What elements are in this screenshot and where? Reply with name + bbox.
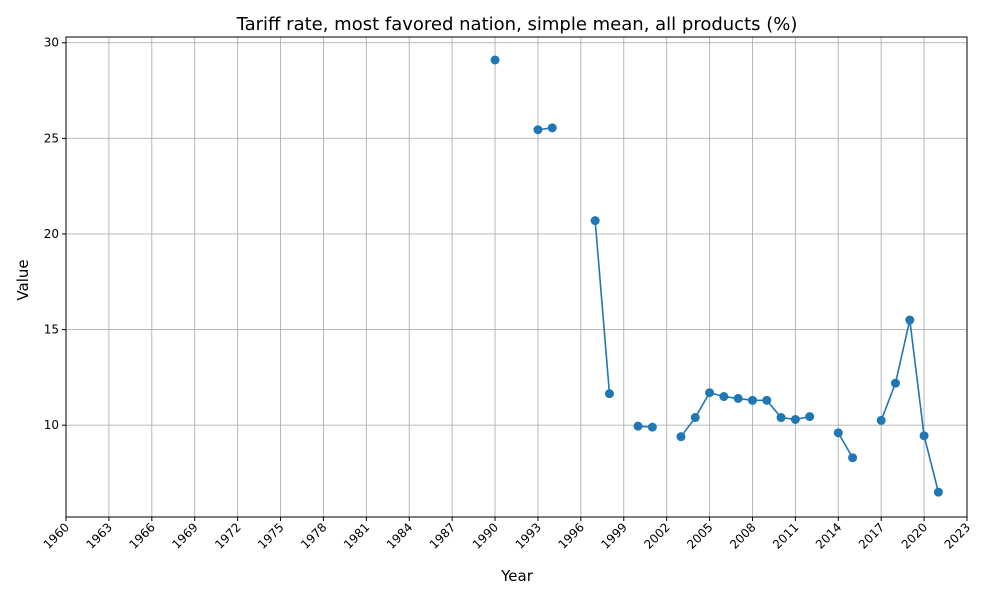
- x-tick-label: 1975: [255, 520, 286, 551]
- series-line-segment: [923, 435, 940, 493]
- series-line-segment: [880, 382, 897, 421]
- series-line-segment: [894, 319, 911, 384]
- data-point: [919, 431, 929, 441]
- data-point: [833, 428, 843, 438]
- x-tick-label: 2023: [942, 520, 973, 551]
- series-layer: [490, 55, 943, 497]
- series-line-segment: [594, 220, 611, 394]
- data-point: [490, 55, 500, 65]
- x-tick-label: 1990: [470, 520, 501, 551]
- y-tick-label: 15: [44, 323, 59, 337]
- data-point: [805, 412, 815, 422]
- series-line-segment: [694, 392, 711, 418]
- data-point: [848, 453, 858, 463]
- data-point: [890, 378, 900, 388]
- data-point: [762, 395, 772, 405]
- y-tick-label: 20: [44, 227, 59, 241]
- x-tick-label: 1984: [384, 520, 415, 551]
- data-point: [690, 413, 700, 423]
- data-point: [790, 414, 800, 424]
- data-point: [905, 315, 915, 325]
- x-tick-label: 1972: [212, 520, 243, 551]
- x-tick-label: 1987: [427, 520, 458, 551]
- data-point: [604, 389, 614, 399]
- data-point: [647, 422, 657, 432]
- y-tick-label: 30: [44, 36, 59, 50]
- x-tick-label: 1978: [298, 520, 329, 551]
- x-tick-label: 2011: [770, 520, 801, 551]
- x-tick-label: 2008: [727, 520, 758, 551]
- data-point: [705, 388, 715, 398]
- x-axis-label: Year: [500, 567, 534, 585]
- x-tick-label: 1969: [169, 520, 200, 551]
- data-point: [533, 125, 543, 135]
- data-point: [633, 421, 643, 431]
- grid: [65, 37, 968, 517]
- x-tick-label: 2017: [856, 520, 887, 551]
- data-point: [719, 392, 729, 402]
- data-point: [676, 432, 686, 442]
- series-line-segment: [837, 432, 854, 459]
- axes-frame: [65, 36, 968, 518]
- data-point: [776, 413, 786, 423]
- x-tick-label: 2002: [641, 520, 672, 551]
- x-tick-label: 1993: [513, 520, 544, 551]
- data-point: [547, 123, 557, 133]
- y-tick-label: 10: [44, 418, 59, 432]
- x-tick-label: 2014: [813, 520, 844, 551]
- x-tick-label: 2005: [684, 520, 715, 551]
- x-tick-label: 2020: [899, 520, 930, 551]
- y-axis-label: Value: [14, 259, 32, 300]
- x-tick-label: 1966: [126, 520, 157, 551]
- chart-title: Tariff rate, most favored nation, simple…: [236, 14, 798, 35]
- series-line-segment: [908, 319, 925, 436]
- data-point: [876, 415, 886, 425]
- x-tick-label: 1981: [341, 520, 372, 551]
- data-point: [747, 395, 757, 405]
- data-point: [733, 393, 743, 403]
- x-tick-label: 1963: [84, 520, 115, 551]
- data-point: [933, 487, 943, 497]
- ticks: 1960 1963 1966 1969 1972 1975 1978 1981 1984 1987…: [41, 36, 973, 552]
- x-tick-label: 1996: [555, 520, 586, 551]
- x-tick-label: 1999: [598, 520, 629, 551]
- data-point: [590, 216, 600, 226]
- y-tick-label: 25: [44, 131, 59, 145]
- x-tick-label: 1960: [41, 520, 72, 551]
